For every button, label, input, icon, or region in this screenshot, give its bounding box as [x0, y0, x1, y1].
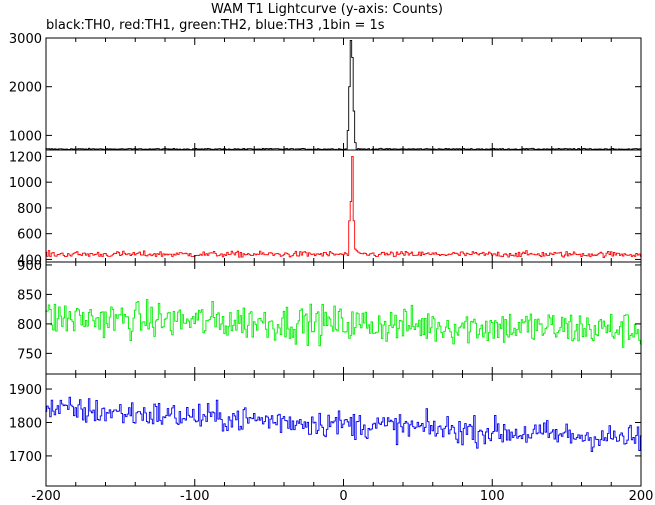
y-tick-label: 850: [17, 288, 42, 303]
y-tick-label: 800: [17, 318, 42, 333]
y-tick-label: 600: [17, 228, 42, 243]
y-tick-label: 1000: [9, 129, 42, 144]
y-tick-label: 2000: [9, 81, 42, 96]
y-tick-label: 1700: [9, 450, 42, 465]
panels-group: 1000 2000 3000 400 600 800 1000 1200 750 800 850 90…: [9, 32, 642, 487]
y-tick-label: 400: [17, 253, 42, 268]
y-tick-label: 1800: [9, 416, 42, 431]
y-tick-label: 750: [17, 347, 42, 362]
x-tick-label: 200: [629, 489, 654, 504]
x-tick-label: 0: [339, 489, 347, 504]
y-tick-label: 900: [17, 259, 42, 274]
y-tick-label: 1200: [9, 150, 42, 165]
panel-frame: [45, 373, 642, 487]
panel-th3: 1700 1800 1900: [9, 373, 642, 487]
y-tick-label: 1000: [9, 176, 42, 191]
chart-title: WAM T1 Lightcurve (y-axis: Counts): [211, 2, 443, 17]
series-line-th0: [45, 39, 642, 151]
panel-th0: 1000 2000 3000: [9, 32, 642, 151]
panel-frame: [45, 261, 642, 375]
x-tick-label: -100: [180, 489, 210, 504]
y-tick-label: 1900: [9, 383, 42, 398]
x-tick-label: 100: [480, 489, 505, 504]
x-axis: -200 -100 0 100 200: [31, 489, 653, 504]
panel-th2: 750 800 850 900: [17, 259, 642, 375]
y-tick-label: 3000: [9, 32, 42, 47]
series-line-th3: [45, 396, 642, 453]
y-tick-label: 800: [17, 202, 42, 217]
panel-th1: 400 600 800 1000 1200: [9, 149, 642, 268]
x-tick-label: -200: [31, 489, 61, 504]
panel-frame: [45, 149, 642, 263]
series-line-th2: [45, 299, 642, 348]
chart-subtitle: black:TH0, red:TH1, green:TH2, blue:TH3 …: [46, 18, 385, 33]
panel-frame: [45, 37, 642, 151]
series-line-th1: [45, 155, 642, 259]
